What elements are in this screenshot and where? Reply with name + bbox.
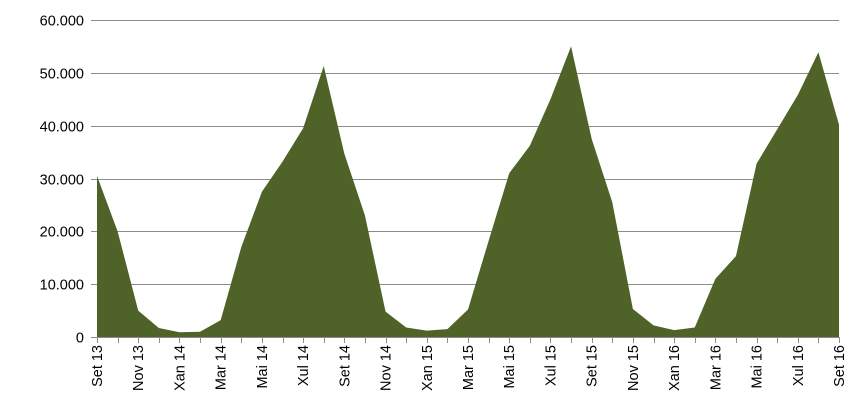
x-tick-label: Xul 16 [791,345,807,386]
x-tick-label: Nov 14 [379,345,395,391]
area-series [97,46,839,338]
y-tick-label: 30.000 [40,173,84,189]
x-tick-label: Xan 15 [420,345,436,391]
y-tick-label: 60.000 [40,14,84,30]
x-tick-label: Mar 16 [708,345,724,390]
x-tick-label: Nov 13 [131,345,147,391]
y-tick-label: 20.000 [40,225,84,241]
x-tick-label: Xan 16 [667,345,683,391]
x-tick-labels: Set 13 Nov 13 Xan 14 Mar 14 Mai 14 Xul 14 Set … [90,345,848,391]
x-tick-label: Mai 15 [502,345,518,389]
x-tick-label: Xul 15 [543,345,559,386]
x-tick-label: Xan 14 [172,345,188,391]
x-tick-label: Nov 15 [626,345,642,391]
y-tick-label: 40.000 [40,120,84,136]
gridlines [97,20,839,285]
x-tick-label: Mai 14 [255,345,271,389]
plot-area [97,46,839,338]
x-tick-label: Set 14 [337,345,353,387]
axes [91,20,840,343]
y-tick-label: 10.000 [40,278,84,294]
x-tick-label: Mar 14 [214,345,230,390]
x-tick-label: Set 13 [90,345,106,387]
y-tick-label: 0 [76,331,84,347]
x-tick-label: Set 16 [832,345,848,387]
x-tick-label: Xul 14 [296,345,312,386]
x-tick-label: Mai 16 [750,345,766,389]
y-tick-label: 50.000 [40,67,84,83]
y-tick-labels: 0 10.000 20.000 30.000 40.000 50.000 60.000 [40,14,84,347]
x-tick-label: Set 15 [585,345,601,387]
x-tick-label: Mar 15 [461,345,477,390]
